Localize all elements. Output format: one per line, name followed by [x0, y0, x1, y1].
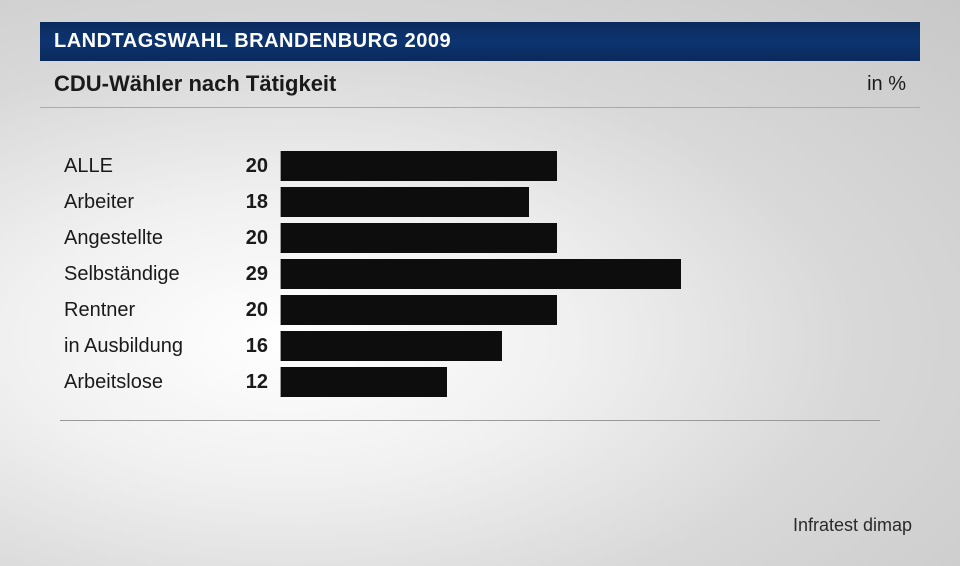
- bar-fill: [281, 223, 557, 253]
- row-value: 12: [230, 371, 280, 394]
- header-bar: LANDTAGSWAHL BRANDENBURG 2009: [40, 22, 920, 61]
- bar-fill: [281, 331, 502, 361]
- chart-row: in Ausbildung 16: [60, 328, 920, 364]
- bar-track: [280, 223, 920, 253]
- row-value: 16: [230, 335, 280, 358]
- row-label: Arbeitslose: [60, 371, 230, 394]
- chart-baseline: [60, 420, 880, 421]
- bar-fill: [281, 259, 681, 289]
- row-label: Selbständige: [60, 263, 230, 286]
- bar-track: [280, 187, 920, 217]
- chart-row: ALLE 20: [60, 148, 920, 184]
- bar-track: [280, 295, 920, 325]
- row-value: 29: [230, 263, 280, 286]
- row-label: ALLE: [60, 155, 230, 178]
- row-value: 18: [230, 191, 280, 214]
- chart-row: Angestellte 20: [60, 220, 920, 256]
- bar-fill: [281, 151, 557, 181]
- subtitle-row: CDU-Wähler nach Tätigkeit in %: [40, 67, 920, 108]
- row-value: 20: [230, 227, 280, 250]
- chart-row: Rentner 20: [60, 292, 920, 328]
- row-label: in Ausbildung: [60, 335, 230, 358]
- chart-row: Selbständige 29: [60, 256, 920, 292]
- chart-unit: in %: [867, 73, 906, 96]
- bar-fill: [281, 187, 529, 217]
- bar-track: [280, 331, 920, 361]
- row-value: 20: [230, 299, 280, 322]
- bar-fill: [281, 295, 557, 325]
- chart-subtitle: CDU-Wähler nach Tätigkeit: [54, 71, 336, 97]
- row-label: Rentner: [60, 299, 230, 322]
- chart-row: Arbeitslose 12: [60, 364, 920, 400]
- bar-track: [280, 151, 920, 181]
- bar-track: [280, 259, 920, 289]
- header-title: LANDTAGSWAHL BRANDENBURG 2009: [54, 30, 451, 52]
- chart-row: Arbeiter 18: [60, 184, 920, 220]
- row-label: Angestellte: [60, 227, 230, 250]
- row-label: Arbeiter: [60, 191, 230, 214]
- bar-chart: ALLE 20 Arbeiter 18 Angestellte 20 Selbs…: [60, 148, 920, 420]
- bar-track: [280, 367, 920, 397]
- source-attribution: Infratest dimap: [793, 515, 912, 536]
- row-value: 20: [230, 155, 280, 178]
- bar-fill: [281, 367, 447, 397]
